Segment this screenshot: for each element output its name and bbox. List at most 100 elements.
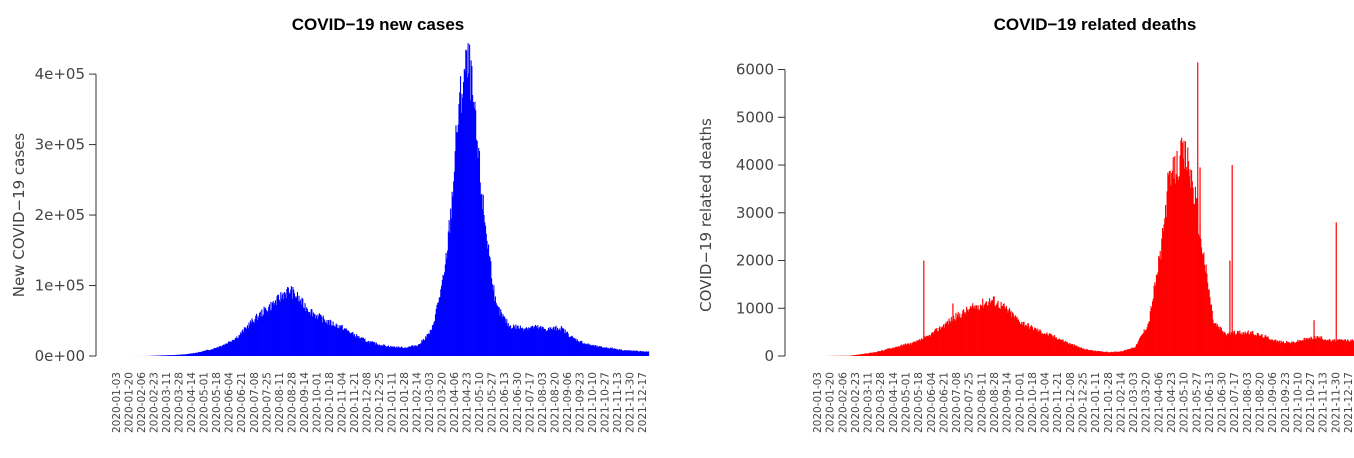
bar — [1041, 333, 1043, 356]
bar — [1336, 340, 1338, 356]
bar — [604, 347, 606, 356]
bar — [491, 284, 493, 356]
bar — [1200, 238, 1202, 356]
x-tick-label: 2021-03-20 — [1141, 372, 1153, 433]
bar — [1016, 316, 1018, 356]
bar — [306, 307, 308, 356]
bar — [1225, 334, 1227, 356]
bar — [262, 316, 264, 356]
bar — [1285, 343, 1287, 356]
bar — [406, 348, 408, 356]
bar — [392, 346, 394, 356]
bar — [505, 323, 507, 356]
bar — [1258, 334, 1260, 356]
bar — [1332, 340, 1334, 356]
bar — [1327, 339, 1329, 356]
bar — [1233, 330, 1235, 356]
bar — [1337, 339, 1339, 356]
bar — [165, 355, 167, 356]
bar — [328, 324, 330, 356]
bar — [343, 328, 346, 356]
x-tick-label: 2021-03-03 — [424, 372, 436, 433]
bars-group — [126, 43, 650, 357]
bar — [402, 347, 404, 356]
bar — [615, 348, 617, 356]
bar — [389, 347, 391, 356]
bar — [982, 298, 984, 356]
bar — [504, 318, 506, 356]
bar — [241, 330, 243, 356]
bar — [902, 344, 904, 356]
bar — [924, 336, 926, 356]
bar — [333, 325, 335, 356]
bar — [1299, 340, 1301, 356]
bar — [1289, 343, 1291, 356]
bar — [937, 331, 939, 356]
bar — [359, 338, 361, 356]
bar — [478, 151, 481, 356]
bar — [225, 344, 227, 356]
bar — [516, 329, 518, 356]
bar — [1287, 342, 1289, 356]
bar — [255, 315, 257, 356]
bar — [469, 100, 471, 356]
bar — [528, 328, 531, 356]
bar — [1177, 176, 1179, 356]
x-tick-label: 2021-05-10 — [474, 372, 486, 433]
bar — [1054, 337, 1056, 356]
bar — [552, 327, 554, 356]
bar — [1070, 344, 1072, 356]
related-deaths-plot: COVID−19 related deaths COVID−19 related … — [697, 15, 1354, 433]
x-tick-label: 2020-03-11 — [161, 372, 173, 433]
bar — [561, 327, 563, 356]
bar — [259, 312, 261, 356]
bar — [487, 248, 489, 356]
bar — [412, 345, 414, 356]
bar — [1044, 334, 1047, 356]
bar — [1201, 253, 1203, 356]
bar — [1304, 337, 1306, 356]
bar — [288, 292, 290, 356]
bar — [1065, 342, 1067, 356]
bar — [499, 315, 501, 356]
bar — [390, 346, 393, 356]
bar — [440, 289, 442, 356]
bar — [1292, 342, 1294, 356]
bar — [1210, 304, 1213, 356]
bar — [881, 350, 884, 356]
bar — [1189, 169, 1191, 356]
bar — [1180, 140, 1182, 356]
bar — [1275, 341, 1278, 356]
bar — [452, 196, 454, 356]
bar — [268, 304, 270, 356]
y-axis-label: New COVID−19 cases — [10, 133, 28, 298]
bar — [1312, 339, 1314, 356]
bar — [330, 320, 332, 356]
bar — [260, 316, 262, 356]
bar — [287, 287, 289, 356]
x-tick-label: 2020-07-08 — [951, 372, 963, 433]
x-tick-label: 2021-01-28 — [399, 372, 411, 433]
bar — [918, 339, 920, 356]
bar — [167, 355, 169, 356]
bar — [1273, 340, 1275, 356]
bar — [1345, 341, 1347, 356]
bar — [539, 326, 541, 356]
bar — [953, 315, 955, 356]
bar — [1253, 335, 1255, 356]
bar — [1205, 264, 1207, 356]
bar — [910, 342, 912, 356]
bar — [1135, 346, 1137, 356]
bar — [538, 328, 540, 356]
bar — [538, 327, 540, 356]
bar — [263, 306, 265, 356]
bar — [619, 348, 621, 356]
bar — [507, 323, 509, 356]
bar — [973, 305, 975, 356]
x-tick-label: 2020-10-01 — [1014, 372, 1026, 433]
bar — [374, 342, 376, 356]
bar — [258, 317, 260, 356]
bar — [1197, 234, 1200, 356]
bar — [437, 302, 439, 356]
bar — [944, 323, 946, 356]
